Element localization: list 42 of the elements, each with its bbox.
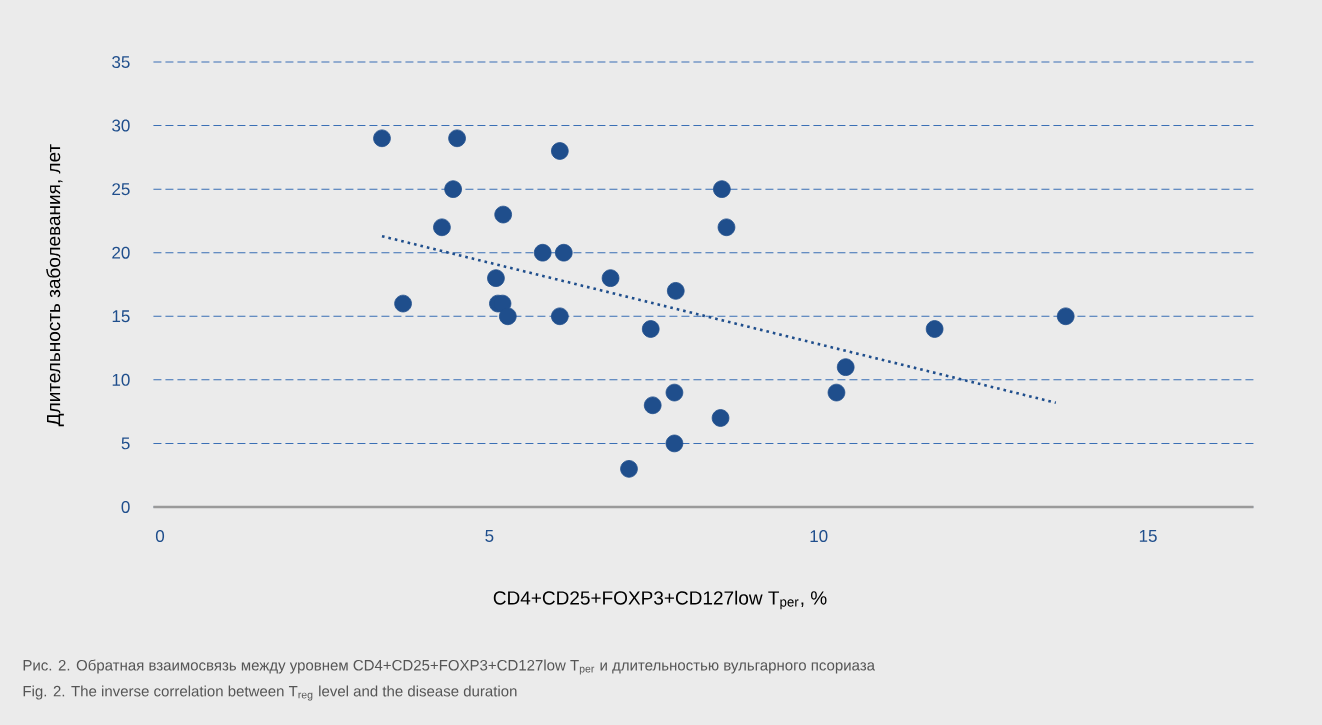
- x-tick-label: 10: [810, 530, 828, 543]
- y-tick-label: 35: [112, 56, 130, 69]
- point: [666, 282, 685, 300]
- point: [554, 243, 573, 262]
- point: [717, 218, 736, 237]
- y-tick-label: 25: [112, 183, 130, 196]
- x-tick-label: 0: [155, 530, 165, 543]
- point: [827, 383, 846, 402]
- x-axis-title: CD4+CD25+FOXP3+CD127low T$_{per}$, %: [493, 590, 827, 610]
- y-axis-title: Длительность заболевания, лет: [46, 144, 64, 427]
- y-tick-label: 0: [121, 501, 130, 514]
- point: [494, 205, 512, 224]
- y-tick-label: 5: [121, 437, 130, 450]
- point: [551, 307, 569, 326]
- y-tick-label: 30: [112, 119, 130, 132]
- point: [1056, 307, 1075, 326]
- point: [643, 396, 662, 415]
- y-tick-label: 10: [112, 373, 130, 386]
- point: [836, 358, 855, 376]
- point: [487, 269, 505, 287]
- y-tick-label: 20: [112, 246, 130, 259]
- x-tick-label: 15: [1139, 530, 1157, 542]
- point: [551, 142, 569, 160]
- point: [394, 294, 412, 313]
- point: [373, 129, 391, 148]
- point: [433, 218, 451, 237]
- point: [665, 383, 684, 402]
- point: [713, 180, 731, 198]
- point: [641, 320, 660, 338]
- x-tick-label: 5: [485, 530, 494, 542]
- point: [448, 129, 466, 148]
- point: [601, 269, 620, 287]
- point: [620, 460, 638, 478]
- point: [444, 180, 462, 198]
- point: [711, 409, 730, 427]
- y-tick-label: 15: [112, 310, 130, 323]
- point: [498, 307, 517, 326]
- point: [925, 320, 944, 338]
- caption: Fig. 2. The inverse correlation between T$_{reg}$ level and the disease duration: [23, 685, 517, 701]
- text: Рис. 2. Обратная взаимосвязь между уровнем CD4+CD25+FOXP3+CD127low T$_{per}$ и длительностью вульгарного псориаза: [23, 659, 876, 675]
- point: [665, 434, 684, 453]
- point: [533, 243, 552, 262]
